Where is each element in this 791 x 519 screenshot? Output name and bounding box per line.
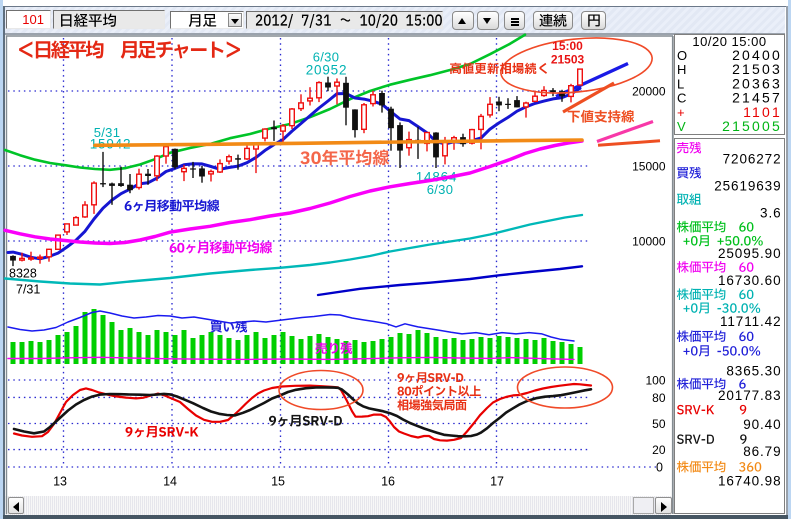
svg-text:20952: 20952: [306, 63, 348, 78]
svg-text:86.79: 86.79: [743, 444, 781, 459]
svg-text:6/30: 6/30: [313, 50, 340, 65]
svg-text:8328: 8328: [9, 267, 37, 281]
svg-text:50: 50: [652, 417, 666, 431]
svg-text:17: 17: [490, 475, 504, 489]
svg-text:20000: 20000: [632, 85, 666, 99]
svg-text:3.6: 3.6: [760, 205, 781, 220]
svg-text:O: O: [677, 48, 687, 63]
svg-text:H: H: [677, 62, 686, 77]
svg-text:7206272: 7206272: [723, 152, 782, 167]
svg-text:20: 20: [652, 443, 666, 457]
svg-text:21457: 21457: [732, 90, 782, 106]
svg-text:20400: 20400: [732, 47, 782, 63]
svg-text:0: 0: [656, 461, 663, 475]
svg-text:15:00: 15:00: [552, 39, 583, 53]
svg-text:16740.98: 16740.98: [718, 473, 782, 488]
svg-text:V: V: [677, 119, 686, 134]
svg-text:15: 15: [271, 475, 285, 489]
svg-text:100: 100: [645, 374, 665, 388]
svg-text:90.40: 90.40: [743, 417, 781, 432]
svg-text:20177.83: 20177.83: [718, 388, 782, 403]
svg-text:8365.30: 8365.30: [726, 364, 781, 379]
svg-text:11711.42: 11711.42: [720, 314, 782, 329]
svg-text:15000: 15000: [632, 160, 666, 174]
svg-text:21503: 21503: [732, 61, 782, 77]
svg-text:215005: 215005: [722, 118, 782, 134]
svg-text:13: 13: [53, 475, 67, 489]
svg-text:+: +: [677, 105, 685, 120]
svg-text:5/31: 5/31: [94, 125, 121, 140]
svg-text:25619639: 25619639: [714, 179, 781, 194]
svg-text:10/20 15:00: 10/20 15:00: [692, 34, 766, 49]
svg-text:7/31: 7/31: [16, 283, 40, 297]
svg-text:C: C: [677, 91, 686, 106]
svg-text:14: 14: [163, 475, 177, 489]
svg-text:16: 16: [381, 475, 395, 489]
svg-text:20363: 20363: [732, 75, 782, 91]
svg-text:16730.60: 16730.60: [718, 273, 782, 288]
svg-text:21503: 21503: [551, 53, 585, 67]
svg-text:L: L: [677, 76, 684, 91]
svg-text:25095.90: 25095.90: [718, 246, 782, 261]
svg-text:80: 80: [652, 391, 666, 405]
svg-text:6/30: 6/30: [427, 182, 454, 197]
svg-text:1101: 1101: [743, 104, 782, 120]
svg-text:10000: 10000: [632, 235, 666, 249]
